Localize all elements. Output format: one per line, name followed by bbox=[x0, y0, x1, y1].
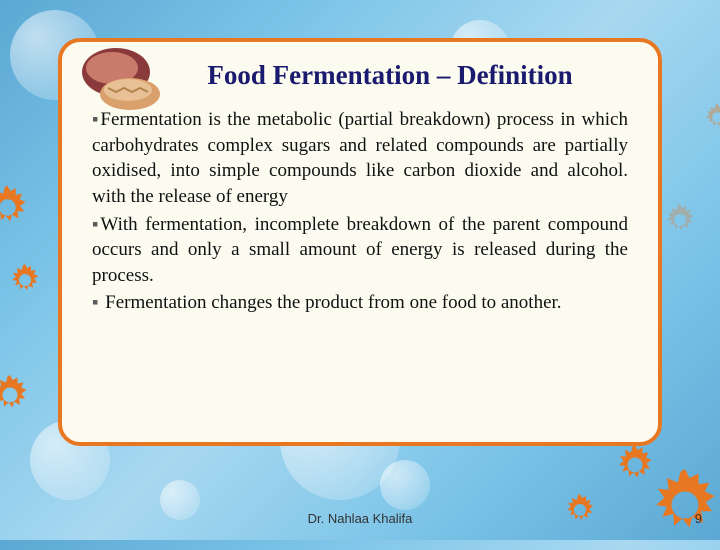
slide-title: Food Fermentation – Definition bbox=[152, 60, 628, 91]
food-illustration-icon bbox=[72, 38, 172, 128]
bullet-paragraph: ▪Fermentation is the metabolic (partial … bbox=[92, 107, 628, 210]
gear-icon bbox=[0, 180, 35, 235]
gear-icon bbox=[640, 460, 720, 550]
paragraph-text: With fermentation, incomplete breakdown … bbox=[92, 214, 628, 286]
gear-icon bbox=[0, 370, 35, 420]
bullet-paragraph: ▪With fermentation, incomplete breakdown… bbox=[92, 212, 628, 289]
slide-body: ▪ Fermentation is the metabolic (partial … bbox=[92, 107, 628, 316]
paragraph-text: Fermentation changes the product from on… bbox=[100, 292, 561, 313]
gear-icon bbox=[5, 260, 45, 300]
gear-icon bbox=[660, 200, 700, 240]
content-card: Food Fermentation – Definition ▪Fermenta… bbox=[58, 38, 662, 446]
gear-icon bbox=[700, 100, 720, 135]
bullet-icon: ▪ bbox=[92, 290, 98, 314]
bullet-paragraph: ▪ Fermentation changes the product from … bbox=[92, 290, 628, 316]
footer-author: Dr. Nahlaa Khalifa bbox=[0, 511, 720, 526]
bullet-icon: ▪ bbox=[92, 212, 98, 236]
footer-page-number: 9 bbox=[695, 511, 702, 526]
gear-icon bbox=[610, 440, 660, 490]
paragraph-text: Fermentation is the metabolic (partial b… bbox=[92, 109, 628, 207]
